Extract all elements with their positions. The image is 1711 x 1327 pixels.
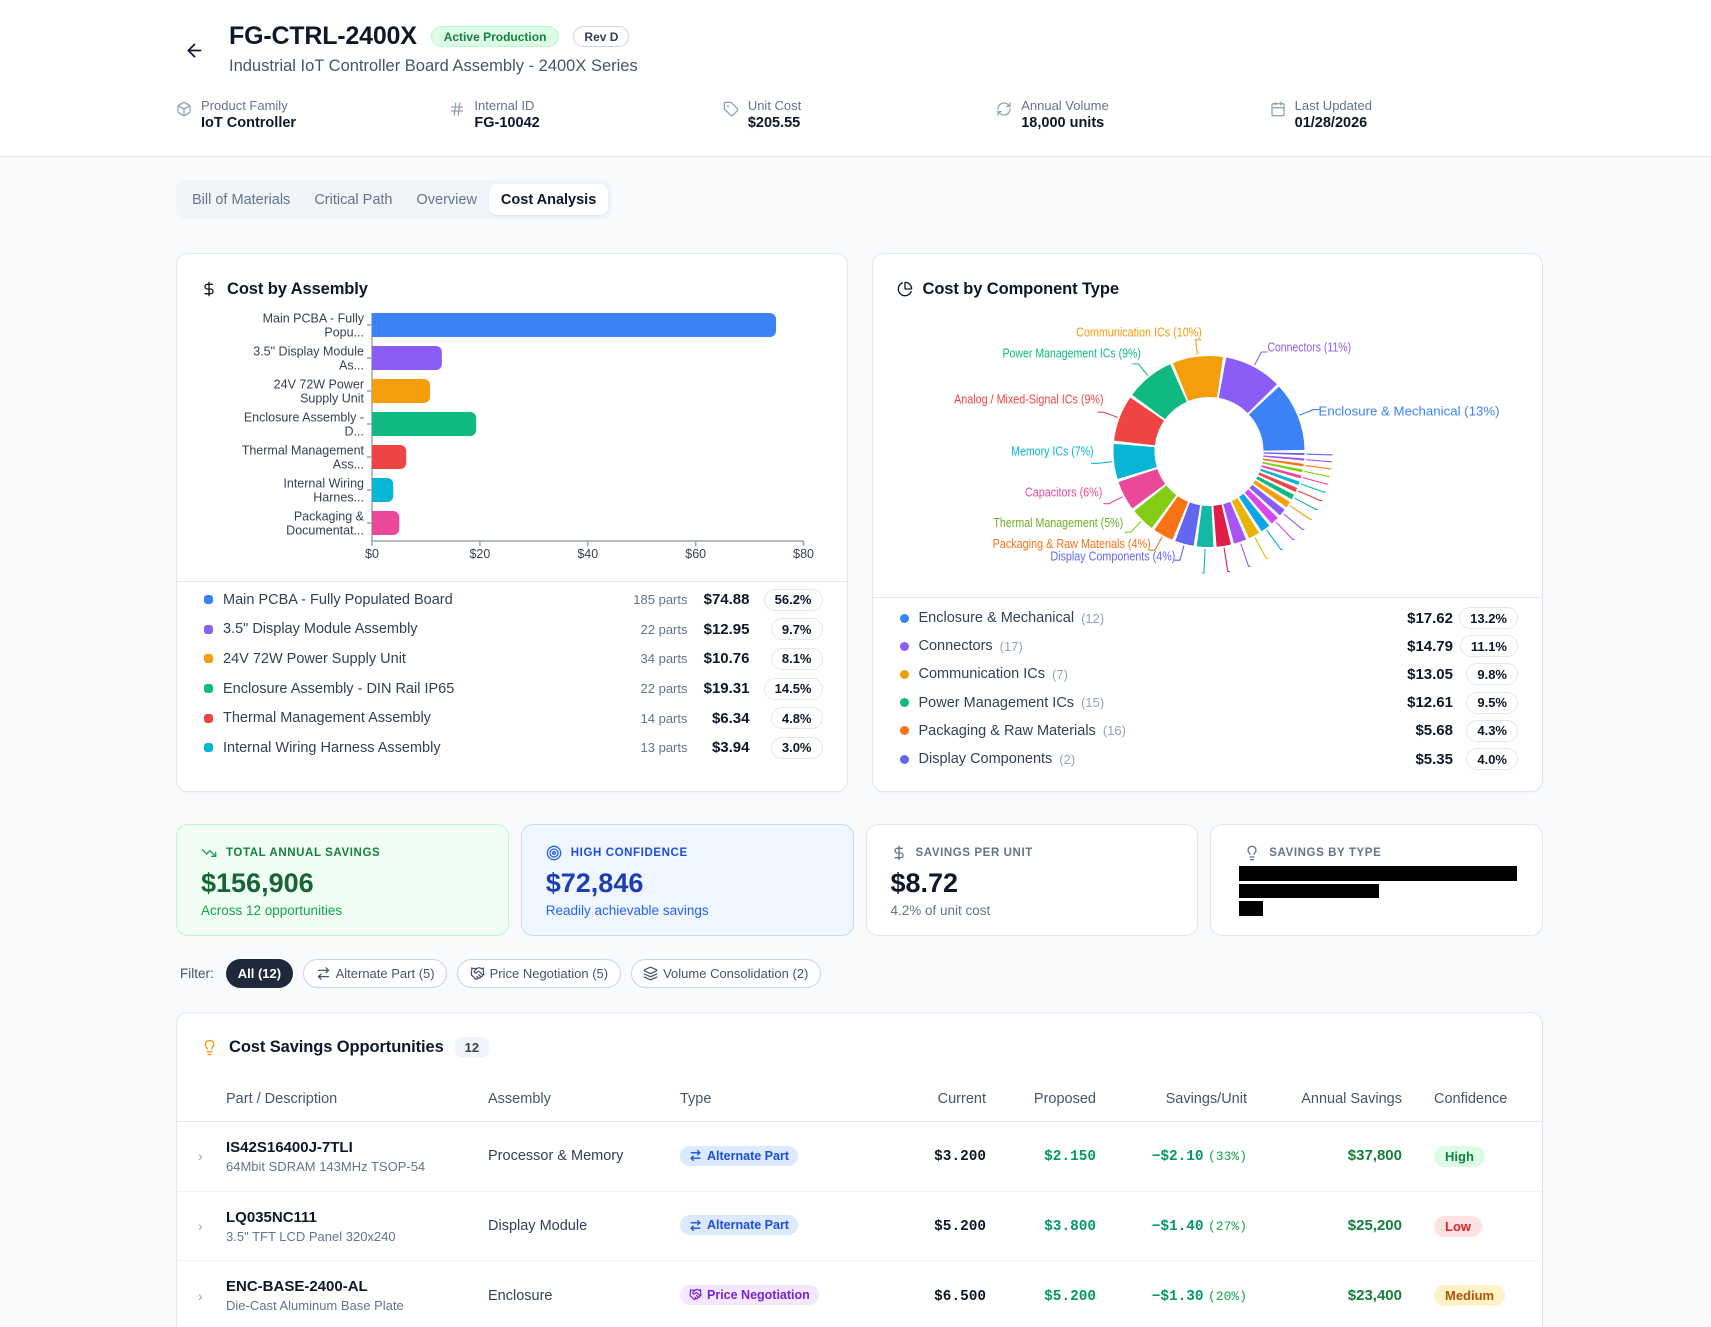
svg-text:Popu...: Popu... <box>324 326 364 340</box>
svg-text:Packaging &: Packaging & <box>294 510 365 524</box>
svg-text:Thermal Management: Thermal Management <box>242 444 365 458</box>
svg-text:Packaging & Raw Materials (4%): Packaging & Raw Materials (4%) <box>992 536 1150 551</box>
svg-text:Enclosure & Mechanical (13%): Enclosure & Mechanical (13%) <box>1318 404 1499 419</box>
svg-text:Documentat...: Documentat... <box>286 524 364 538</box>
svg-text:$40: $40 <box>577 547 598 561</box>
svg-text:Memory ICs (7%): Memory ICs (7%) <box>1011 444 1094 459</box>
svg-text:$0: $0 <box>365 547 379 561</box>
svg-text:24V 72W Power: 24V 72W Power <box>274 378 364 392</box>
svg-text:As...: As... <box>339 359 364 373</box>
svg-text:$20: $20 <box>469 547 490 561</box>
svg-text:D...: D... <box>345 425 364 439</box>
svg-text:Analog / Mixed-Signal ICs (9%): Analog / Mixed-Signal ICs (9%) <box>954 392 1104 407</box>
svg-text:$60: $60 <box>685 547 706 561</box>
svg-text:Harnes...: Harnes... <box>313 491 364 505</box>
svg-text:Internal Wiring: Internal Wiring <box>283 477 364 491</box>
svg-text:Supply Unit: Supply Unit <box>300 392 364 406</box>
svg-text:Thermal Management (5%): Thermal Management (5%) <box>993 515 1123 530</box>
svg-text:Communication ICs (10%): Communication ICs (10%) <box>1076 325 1202 340</box>
svg-text:Capacitors (6%): Capacitors (6%) <box>1024 485 1102 500</box>
svg-text:Power Management ICs (9%): Power Management ICs (9%) <box>1002 346 1140 361</box>
svg-text:Main PCBA - Fully: Main PCBA - Fully <box>263 312 365 326</box>
svg-text:Ass...: Ass... <box>333 458 364 472</box>
svg-text:$80: $80 <box>793 547 814 561</box>
svg-text:Display Components (4%): Display Components (4%) <box>1050 549 1175 564</box>
svg-text:Enclosure Assembly -: Enclosure Assembly - <box>244 411 364 425</box>
svg-text:Connectors (11%): Connectors (11%) <box>1267 340 1351 355</box>
svg-text:3.5" Display Module: 3.5" Display Module <box>253 345 364 359</box>
